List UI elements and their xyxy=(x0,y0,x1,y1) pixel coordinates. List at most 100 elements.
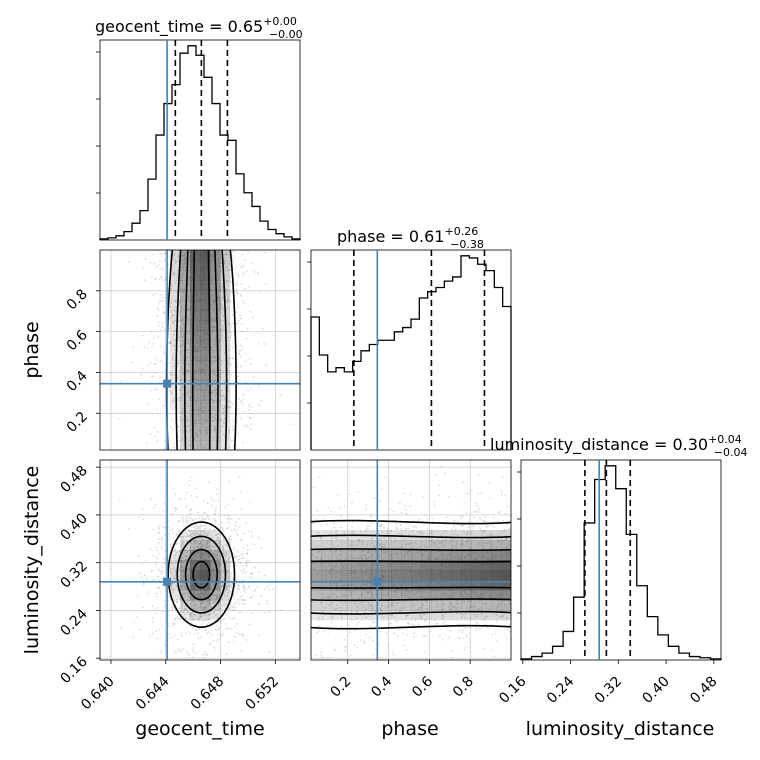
sample-point xyxy=(189,508,192,511)
density-cell xyxy=(481,570,492,581)
sample-point xyxy=(194,408,197,410)
sample-point xyxy=(230,326,233,328)
density-cell xyxy=(190,340,201,351)
sample-point xyxy=(244,571,247,574)
sample-point xyxy=(198,430,201,433)
sample-point xyxy=(448,608,451,611)
sample-point xyxy=(180,279,183,282)
sample-point xyxy=(317,625,320,627)
sample-point xyxy=(228,480,230,483)
sample-point xyxy=(370,594,373,597)
density-cell xyxy=(461,530,472,541)
sample-point xyxy=(185,505,188,508)
sample-point xyxy=(228,322,231,324)
sample-point xyxy=(137,554,140,557)
sample-point xyxy=(194,432,197,435)
sample-point xyxy=(232,498,235,501)
sample-point xyxy=(316,509,319,512)
sample-point xyxy=(185,559,188,562)
sample-point xyxy=(180,560,183,563)
sample-point xyxy=(206,527,209,530)
sample-point xyxy=(349,590,351,593)
sample-point xyxy=(217,550,220,553)
density-cell xyxy=(170,380,181,391)
density-cell xyxy=(401,540,412,551)
sample-point xyxy=(223,262,226,265)
sample-point xyxy=(210,628,213,631)
sample-point xyxy=(233,547,235,550)
sample-point xyxy=(175,279,178,282)
sample-point xyxy=(198,413,201,416)
sample-point xyxy=(311,554,313,557)
sample-point xyxy=(200,524,203,526)
sample-point xyxy=(379,524,382,527)
sample-point xyxy=(187,332,190,335)
sample-point xyxy=(232,250,235,253)
sample-point xyxy=(230,334,232,337)
sample-point xyxy=(155,359,158,361)
sample-point xyxy=(364,554,366,557)
sample-point xyxy=(228,517,231,520)
sample-point xyxy=(496,614,498,617)
density-cell xyxy=(401,610,412,621)
sample-point xyxy=(199,636,202,639)
truth-marker xyxy=(373,577,382,586)
sample-point xyxy=(196,525,198,528)
sample-point xyxy=(209,613,211,616)
sample-point xyxy=(216,556,218,559)
density-cell xyxy=(491,560,502,571)
sample-point xyxy=(211,398,214,401)
density-cell xyxy=(210,380,221,391)
sample-point xyxy=(248,409,251,411)
sample-point xyxy=(398,610,401,612)
sample-point xyxy=(190,508,193,511)
density-cell xyxy=(471,530,482,541)
sample-point xyxy=(161,279,164,282)
sample-point xyxy=(160,276,163,279)
sample-point xyxy=(186,341,189,344)
density-cell xyxy=(170,270,181,281)
sample-point xyxy=(496,539,499,542)
xtick-label-luminosity_distance-4: 0.48 xyxy=(687,674,720,707)
sample-point xyxy=(441,532,444,535)
sample-point xyxy=(504,538,507,541)
sample-point xyxy=(201,606,204,609)
sample-point xyxy=(244,424,247,427)
sample-point xyxy=(327,506,330,509)
sample-point xyxy=(362,549,365,552)
sample-point xyxy=(200,602,203,605)
sample-point xyxy=(463,530,465,533)
sample-point xyxy=(378,554,381,557)
sample-point xyxy=(320,654,323,657)
sample-point xyxy=(267,610,270,613)
sample-point xyxy=(204,606,207,609)
sample-point xyxy=(264,283,267,285)
density-cell xyxy=(421,610,432,621)
sample-point xyxy=(229,374,232,376)
sample-point xyxy=(221,526,224,529)
sample-point xyxy=(163,404,166,407)
sample-point xyxy=(153,363,156,366)
sample-point xyxy=(202,500,205,503)
sample-point xyxy=(204,528,207,530)
sample-point xyxy=(456,602,459,605)
sample-point xyxy=(339,507,342,510)
sample-point xyxy=(182,273,185,275)
density-cell xyxy=(180,290,191,301)
sample-point xyxy=(387,614,390,616)
sample-point xyxy=(181,535,184,538)
sample-point xyxy=(183,287,185,290)
density-cell xyxy=(210,550,221,561)
sample-point xyxy=(201,537,204,540)
sample-point xyxy=(228,405,231,408)
sample-point xyxy=(214,356,217,359)
sample-point xyxy=(336,494,339,496)
density-cell xyxy=(441,550,452,561)
sample-point xyxy=(383,594,386,597)
sample-point xyxy=(228,348,231,351)
sample-point xyxy=(189,424,192,427)
sample-point xyxy=(485,524,488,527)
sample-point xyxy=(173,634,176,637)
sample-point xyxy=(168,341,171,343)
sample-point xyxy=(187,596,190,599)
